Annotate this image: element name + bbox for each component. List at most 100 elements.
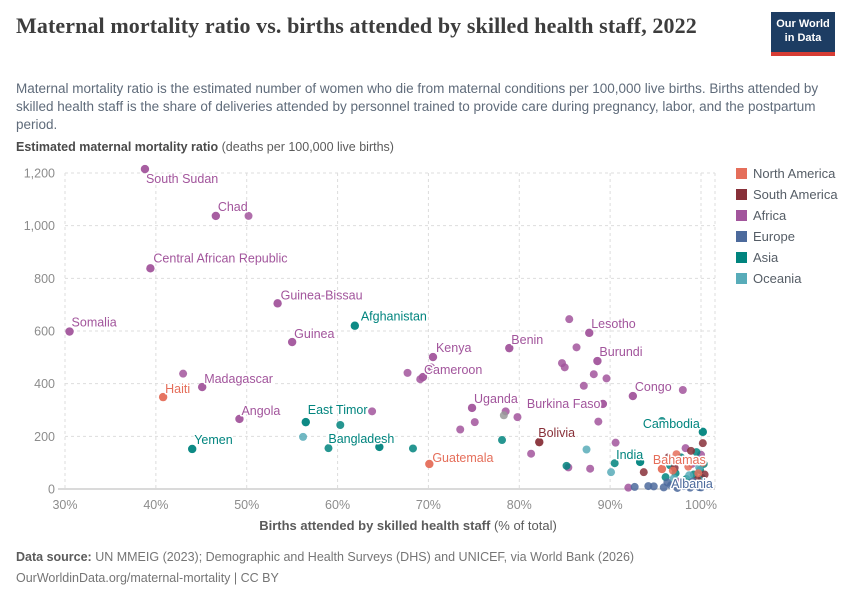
data-point[interactable]: [687, 446, 696, 455]
data-point[interactable]: [513, 413, 522, 422]
legend-item-south-america[interactable]: South America: [736, 187, 838, 202]
data-point[interactable]: [602, 374, 611, 383]
data-source-text: UN MMEIG (2023); Demographic and Health …: [91, 550, 635, 564]
data-point-lesotho[interactable]: [585, 328, 594, 338]
legend-swatch-icon: [736, 210, 747, 221]
legend-swatch-icon: [736, 252, 747, 263]
data-point-congo[interactable]: [628, 391, 638, 401]
data-point[interactable]: [607, 468, 616, 477]
data-point[interactable]: [698, 439, 707, 448]
data-point[interactable]: [624, 483, 633, 492]
data-point[interactable]: [324, 444, 333, 453]
data-point[interactable]: [244, 211, 253, 220]
owid-logo[interactable]: Our World in Data: [771, 12, 835, 56]
country-label: Yemen: [194, 433, 233, 447]
legend-item-europe[interactable]: Europe: [736, 229, 838, 244]
data-point-chad[interactable]: [211, 211, 221, 221]
data-point-east-timor[interactable]: [301, 417, 310, 427]
data-point[interactable]: [610, 459, 619, 468]
data-point-bolivia[interactable]: [535, 437, 544, 447]
data-point[interactable]: [499, 411, 508, 420]
data-point-guatemala[interactable]: [425, 459, 434, 469]
data-point[interactable]: [680, 456, 689, 465]
data-point[interactable]: [427, 363, 436, 372]
data-point[interactable]: [630, 482, 639, 491]
data-point-bahamas[interactable]: [657, 464, 667, 474]
data-point[interactable]: [684, 462, 693, 471]
data-point-afghanistan[interactable]: [350, 321, 360, 330]
data-point-guinea-bissau[interactable]: [273, 299, 282, 308]
license-line: OurWorldinData.org/maternal-mortality | …: [16, 571, 279, 585]
data-point[interactable]: [672, 450, 681, 459]
data-point[interactable]: [565, 315, 574, 324]
data-point-yemen[interactable]: [187, 444, 197, 454]
data-point[interactable]: [498, 436, 507, 445]
data-point-benin[interactable]: [505, 343, 514, 353]
data-point[interactable]: [589, 370, 598, 379]
data-point[interactable]: [586, 464, 595, 473]
data-point-albania[interactable]: [694, 482, 704, 492]
data-point-cameroon[interactable]: [418, 372, 428, 382]
data-point[interactable]: [698, 458, 707, 467]
country-label: Madagascar: [204, 372, 273, 386]
data-point-uganda[interactable]: [467, 403, 477, 413]
data-point[interactable]: [527, 449, 536, 458]
data-point[interactable]: [688, 477, 697, 486]
data-point-burundi[interactable]: [593, 356, 602, 366]
data-point[interactable]: [639, 468, 648, 477]
data-point-somalia[interactable]: [65, 327, 74, 336]
data-point[interactable]: [560, 363, 569, 372]
data-point[interactable]: [456, 425, 465, 434]
data-point[interactable]: [673, 483, 682, 492]
data-point[interactable]: [408, 444, 417, 453]
y-axis-title-bold: Estimated maternal mortality ratio: [16, 140, 219, 154]
data-point[interactable]: [579, 381, 588, 390]
data-point-cambodia[interactable]: [698, 427, 708, 437]
data-point[interactable]: [470, 418, 479, 427]
data-point[interactable]: [669, 474, 678, 483]
legend-item-north-america[interactable]: North America: [736, 166, 838, 181]
data-point-south-sudan[interactable]: [140, 164, 150, 174]
data-point[interactable]: [685, 471, 694, 480]
data-point[interactable]: [649, 482, 658, 491]
y-axis-title: Estimated maternal mortality ratio (deat…: [16, 140, 394, 154]
data-point[interactable]: [611, 438, 620, 447]
data-point-angola[interactable]: [235, 414, 244, 424]
country-label: India: [616, 448, 643, 462]
data-point[interactable]: [700, 470, 709, 479]
data-point[interactable]: [657, 417, 666, 426]
data-point[interactable]: [403, 368, 412, 377]
data-point[interactable]: [594, 417, 603, 426]
legend-swatch-icon: [736, 231, 747, 242]
data-point[interactable]: [179, 369, 188, 378]
data-point-central-african-republic[interactable]: [146, 264, 155, 273]
data-point-guinea[interactable]: [287, 337, 297, 347]
data-point[interactable]: [663, 478, 672, 487]
data-point-madagascar[interactable]: [197, 382, 207, 392]
data-point[interactable]: [694, 469, 703, 478]
data-point[interactable]: [679, 482, 688, 491]
data-point-kenya[interactable]: [428, 352, 438, 362]
data-point[interactable]: [336, 421, 345, 430]
legend-label: North America: [753, 166, 836, 181]
data-point-india[interactable]: [635, 457, 645, 467]
x-axis-title: Births attended by skilled health staff …: [259, 518, 557, 533]
data-point-bangladesh[interactable]: [375, 442, 384, 452]
data-point[interactable]: [572, 343, 581, 352]
data-point[interactable]: [368, 407, 377, 416]
data-point[interactable]: [664, 453, 673, 462]
data-point[interactable]: [668, 466, 677, 475]
y-tick-label: 400: [34, 377, 55, 391]
legend-item-africa[interactable]: Africa: [736, 208, 838, 223]
country-label: Central African Republic: [153, 251, 287, 265]
legend-item-asia[interactable]: Asia: [736, 250, 838, 265]
data-point[interactable]: [582, 445, 591, 454]
country-label: Chad: [218, 200, 248, 214]
data-point[interactable]: [562, 461, 571, 470]
legend-item-oceania[interactable]: Oceania: [736, 271, 838, 286]
data-point-haiti[interactable]: [158, 392, 168, 402]
data-point-burkina-faso[interactable]: [598, 399, 608, 409]
data-point[interactable]: [299, 432, 308, 441]
data-point[interactable]: [678, 385, 687, 394]
